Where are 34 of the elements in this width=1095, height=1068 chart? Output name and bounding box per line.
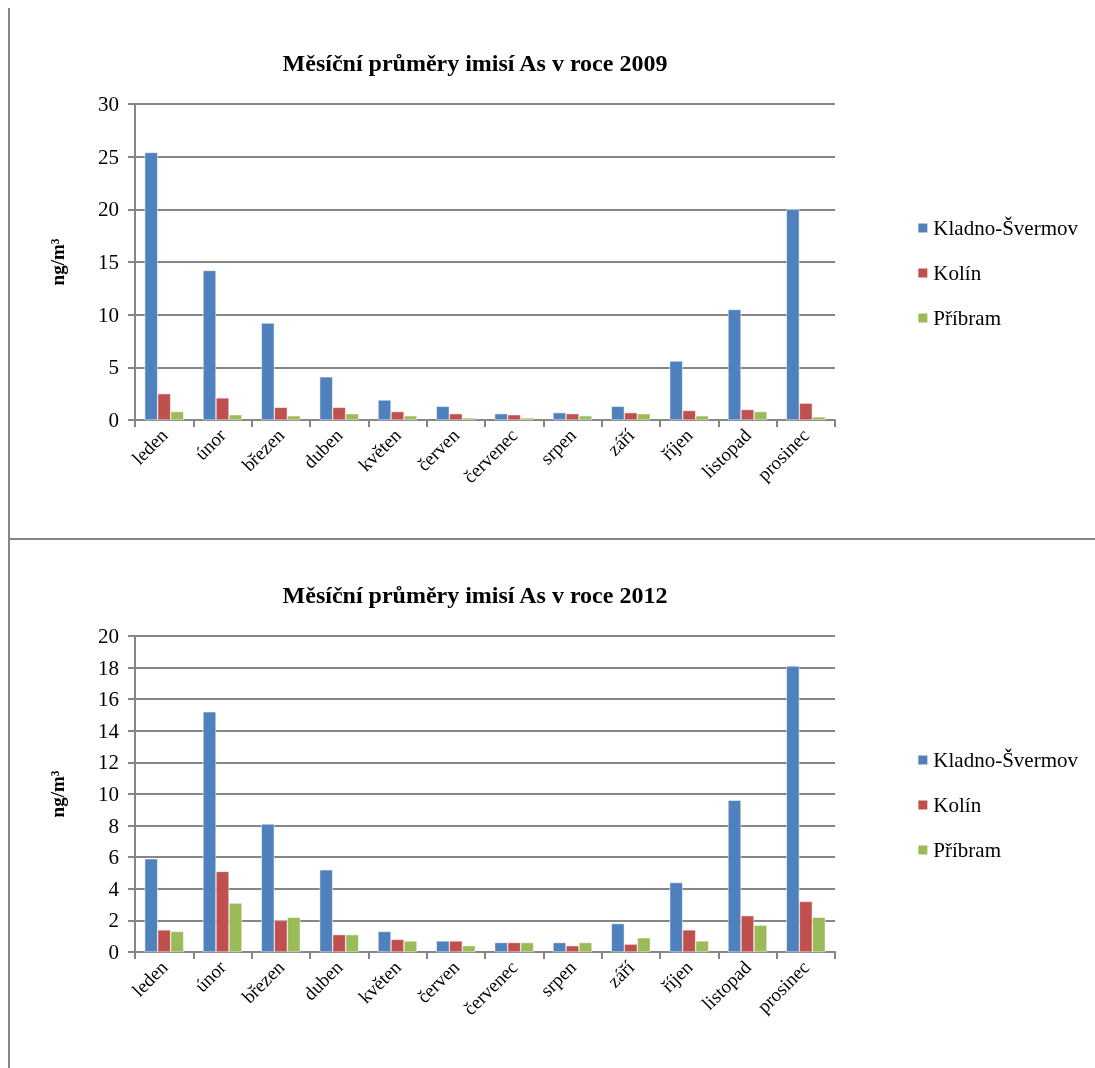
y-tick-label: 25	[98, 144, 119, 169]
y-tick-label: 0	[108, 940, 119, 964]
y-tick-label: 10	[98, 782, 119, 806]
legend-label: Kolín	[933, 793, 982, 817]
y-tick-label: 4	[108, 876, 120, 901]
legend-label: Kladno-Švermov	[933, 216, 1079, 240]
y-tick-label: 18	[98, 655, 119, 680]
legend-label: Kladno-Švermov	[933, 748, 1079, 772]
y-tick-label: 5	[108, 355, 119, 380]
y-tick-label: 12	[98, 750, 119, 775]
legend-label: Příbram	[933, 838, 1002, 862]
y-tick-label: 2	[108, 908, 119, 933]
y-tick-label: 15	[98, 250, 119, 274]
y-tick-label: 8	[108, 813, 119, 838]
legend-label: Příbram	[933, 306, 1002, 330]
y-tick-label: 6	[108, 845, 119, 870]
y-tick-label: 30	[98, 92, 119, 116]
y-axis-title: ng/m³	[47, 238, 68, 286]
x-tick-label: únor	[190, 956, 231, 997]
x-tick-label: říjen	[657, 424, 697, 465]
y-tick-label: 20	[98, 197, 119, 222]
y-tick-label: 0	[108, 408, 119, 432]
y-tick-label: 20	[98, 624, 119, 648]
legend-label: Kolín	[933, 261, 982, 285]
chart-title: Měsíční průměry imisí As v roce 2009	[282, 50, 668, 76]
x-tick-label: září	[603, 424, 639, 460]
x-tick-label: únor	[190, 424, 231, 465]
y-axis-title: ng/m³	[47, 770, 68, 818]
y-tick-label: 16	[98, 687, 119, 712]
x-tick-label: říjen	[657, 956, 697, 997]
y-tick-label: 14	[98, 718, 120, 743]
chart-title: Měsíční průměry imisí As v roce 2012	[282, 582, 668, 608]
y-tick-label: 10	[98, 302, 119, 327]
x-tick-label: září	[603, 956, 639, 992]
